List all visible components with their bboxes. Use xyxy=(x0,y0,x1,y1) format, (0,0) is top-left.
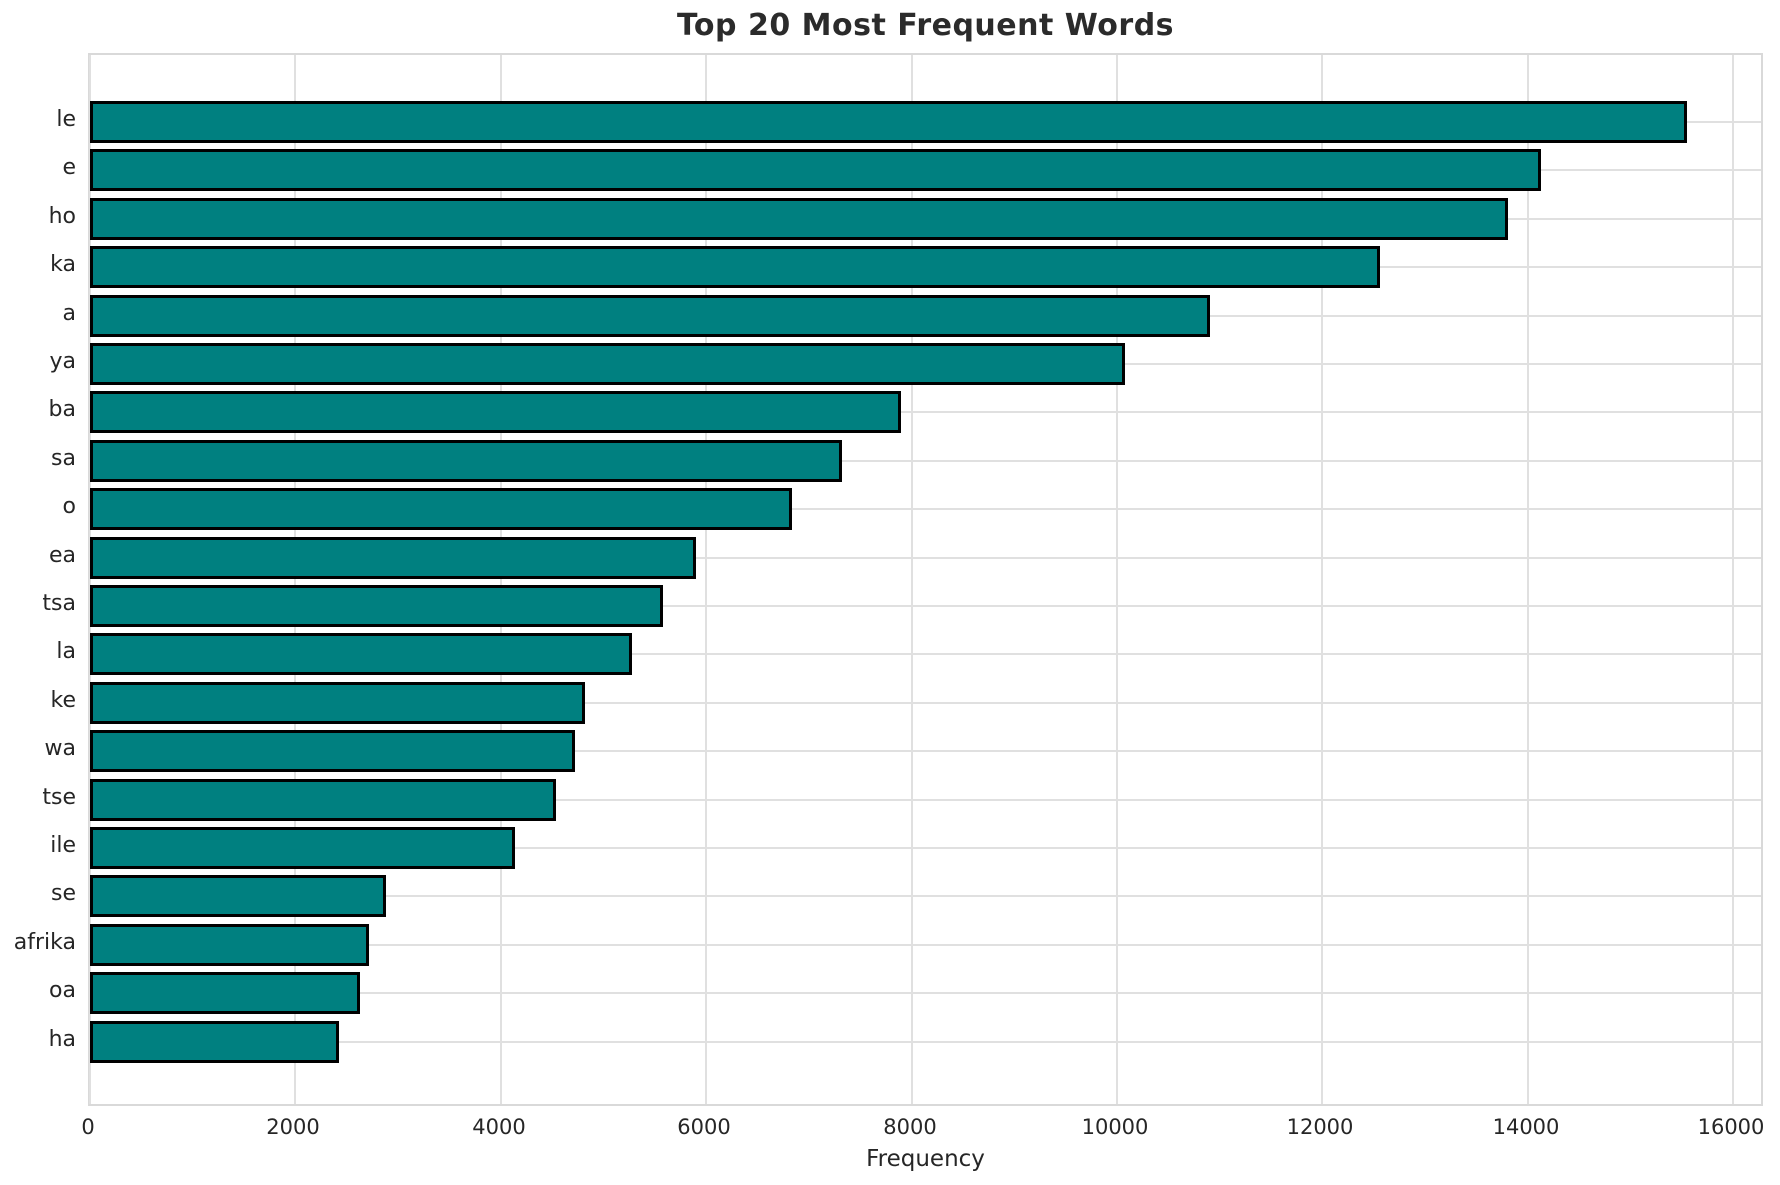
y-tick-label: ha xyxy=(48,1027,76,1052)
y-tick-label: ya xyxy=(49,349,76,374)
y-tick-label: o xyxy=(62,494,76,519)
bar-ho xyxy=(90,198,1508,240)
gridline-horizontal xyxy=(90,992,1761,994)
x-axis-label: Frequency xyxy=(866,1146,985,1172)
gridline-vertical xyxy=(1321,55,1323,1104)
gridline-horizontal xyxy=(90,799,1761,801)
x-tick-label: 12000 xyxy=(1286,1115,1354,1139)
bar-tse xyxy=(90,779,556,821)
y-tick-label: tse xyxy=(42,785,76,810)
gridline-vertical xyxy=(705,55,707,1104)
bar-wa xyxy=(90,730,575,772)
y-tick-label: ke xyxy=(50,688,77,713)
gridline-vertical xyxy=(500,55,502,1104)
bar-ha xyxy=(90,1021,339,1063)
gridline-horizontal xyxy=(90,750,1761,752)
gridline-horizontal xyxy=(90,653,1761,655)
gridline-horizontal xyxy=(90,508,1761,510)
x-tick-label: 14000 xyxy=(1492,1115,1560,1139)
y-tick-label: ea xyxy=(48,543,76,568)
gridline-vertical xyxy=(911,55,913,1104)
gridline-vertical xyxy=(1527,55,1529,1104)
bar-o xyxy=(90,488,792,530)
gridline-horizontal xyxy=(90,605,1761,607)
bar-tsa xyxy=(90,585,663,627)
gridline-vertical xyxy=(294,55,296,1104)
gridline-vertical xyxy=(1732,55,1734,1104)
y-tick-label: e xyxy=(62,155,76,180)
y-tick-label: le xyxy=(56,107,76,132)
x-tick-label: 8000 xyxy=(883,1115,937,1139)
bar-ba xyxy=(90,391,901,433)
chart-title: Top 20 Most Frequent Words xyxy=(676,8,1175,43)
y-tick-label: se xyxy=(51,881,76,906)
gridline-horizontal xyxy=(90,1041,1761,1043)
bar-a xyxy=(90,295,1210,337)
y-tick-label: ba xyxy=(48,397,76,422)
gridline-horizontal xyxy=(90,702,1761,704)
bar-se xyxy=(90,875,386,917)
y-tick-label: afrika xyxy=(13,930,76,955)
x-tick-label: 10000 xyxy=(1081,1115,1149,1139)
y-tick-label: ile xyxy=(50,833,76,858)
bar-afrika xyxy=(90,924,369,966)
x-tick-label: 0 xyxy=(81,1115,95,1139)
bar-oa xyxy=(90,972,360,1014)
bar-ka xyxy=(90,246,1380,288)
y-tick-label: a xyxy=(62,301,76,326)
bar-ya xyxy=(90,343,1125,385)
gridline-horizontal xyxy=(90,411,1761,413)
bar-e xyxy=(90,149,1541,191)
y-tick-label: ka xyxy=(50,252,76,277)
gridline-horizontal xyxy=(90,557,1761,559)
bar-ke xyxy=(90,682,585,724)
y-tick-label: wa xyxy=(44,736,76,761)
gridline-horizontal xyxy=(90,847,1761,849)
x-tick-label: 2000 xyxy=(266,1115,320,1139)
bar-la xyxy=(90,633,632,675)
y-tick-label: oa xyxy=(49,978,76,1003)
gridline-vertical xyxy=(1116,55,1118,1104)
x-tick-label: 6000 xyxy=(677,1115,731,1139)
plot-area xyxy=(88,53,1763,1106)
y-tick-label: sa xyxy=(51,446,76,471)
gridline-vertical xyxy=(89,55,91,1104)
y-tick-label: tsa xyxy=(42,591,76,616)
gridline-horizontal xyxy=(90,895,1761,897)
x-tick-label: 16000 xyxy=(1697,1115,1765,1139)
gridline-horizontal xyxy=(90,944,1761,946)
bar-le xyxy=(90,101,1687,143)
bar-ile xyxy=(90,827,515,869)
y-tick-label: la xyxy=(56,639,76,664)
y-tick-label: ho xyxy=(48,204,76,229)
gridline-horizontal xyxy=(90,460,1761,462)
x-tick-label: 4000 xyxy=(472,1115,526,1139)
bar-sa xyxy=(90,440,842,482)
bar-ea xyxy=(90,537,696,579)
